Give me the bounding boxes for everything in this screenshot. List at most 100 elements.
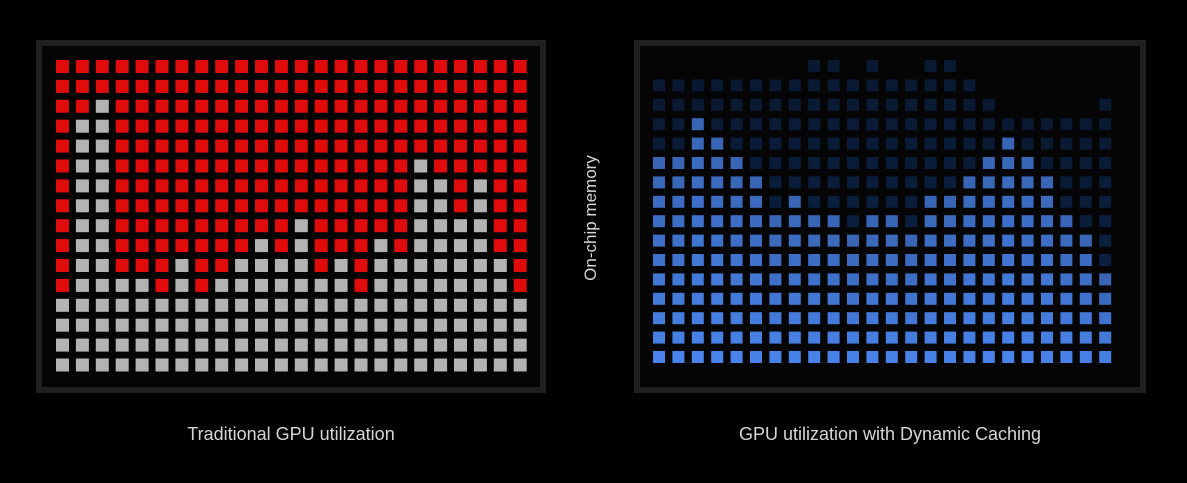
dynamic-memory-cell: [1079, 273, 1092, 286]
idle-memory-cell: [866, 98, 879, 111]
idle-memory-cell: [847, 79, 859, 92]
dynamic-memory-cell: [1002, 176, 1015, 189]
idle-memory-cell: [866, 176, 879, 189]
used-memory-cell: [95, 278, 109, 292]
idle-memory-cell: [885, 195, 898, 208]
idle-memory-cell: [905, 215, 918, 228]
used-memory-cell: [235, 278, 249, 292]
dynamic-memory-cell: [672, 254, 685, 266]
dynamic-memory-cell: [730, 273, 743, 286]
idle-memory-cell: [788, 157, 801, 169]
dynamic-memory-cell: [730, 234, 743, 247]
dynamic-memory-cell: [963, 351, 976, 363]
allocated-unused-memory-cell: [493, 219, 507, 233]
dynamic-memory-cell: [866, 312, 879, 325]
dynamic-memory-cell: [769, 254, 782, 266]
dynamic-memory-cell: [808, 254, 821, 266]
used-memory-cell: [255, 318, 268, 332]
allocated-unused-memory-cell: [56, 278, 69, 292]
allocated-unused-memory-cell: [513, 99, 527, 113]
used-memory-cell: [414, 298, 428, 312]
idle-memory-cell: [944, 176, 956, 189]
used-memory-cell: [75, 338, 89, 352]
dynamic-memory-cell: [691, 176, 704, 189]
idle-memory-cell: [827, 118, 840, 131]
used-memory-cell: [454, 219, 467, 233]
dynamic-memory-cell: [963, 195, 976, 208]
idle-memory-cell: [1099, 215, 1112, 228]
allocated-unused-memory-cell: [334, 79, 348, 93]
used-memory-cell: [274, 318, 288, 332]
dynamic-memory-cell: [924, 215, 937, 228]
used-memory-cell: [56, 338, 69, 352]
dynamic-memory-cell: [963, 273, 976, 286]
dynamic-memory-cell: [672, 195, 685, 208]
dynamic-memory-cell: [905, 351, 918, 363]
allocated-unused-memory-cell: [294, 199, 308, 213]
dynamic-memory-cell: [944, 292, 956, 305]
idle-memory-cell: [1099, 98, 1112, 111]
allocated-unused-memory-cell: [255, 139, 268, 153]
used-memory-cell: [95, 318, 109, 332]
used-memory-cell: [56, 318, 69, 332]
idle-memory-cell: [1079, 137, 1092, 150]
used-memory-cell: [374, 239, 388, 253]
allocated-unused-memory-cell: [115, 99, 129, 113]
idle-memory-cell: [827, 176, 840, 189]
dynamic-memory-cell: [847, 273, 859, 286]
dynamic-memory-cell: [672, 157, 685, 169]
dynamic-memory-cell: [1041, 312, 1053, 325]
allocated-unused-memory-cell: [215, 239, 229, 253]
allocated-unused-memory-cell: [374, 159, 388, 173]
dynamic-memory-cell: [672, 273, 685, 286]
dynamic-memory-cell: [711, 351, 724, 363]
allocated-unused-memory-cell: [513, 179, 527, 193]
used-memory-cell: [493, 259, 507, 272]
dynamic-memory-cell: [653, 312, 665, 325]
dynamic-memory-cell: [750, 292, 762, 305]
idle-memory-cell: [653, 137, 665, 150]
used-memory-cell: [215, 358, 229, 372]
dynamic-memory-cell: [653, 273, 665, 286]
dynamic-memory-cell: [730, 351, 743, 363]
allocated-unused-memory-cell: [56, 119, 69, 133]
used-memory-cell: [493, 338, 507, 352]
used-memory-cell: [135, 318, 149, 332]
dynamic-memory-cell: [924, 351, 937, 363]
dynamic-memory-cell: [982, 157, 995, 169]
allocated-unused-memory-cell: [175, 159, 189, 173]
used-memory-cell: [95, 139, 109, 153]
dynamic-memory-cell: [944, 234, 956, 247]
dynamic-memory-cell: [808, 331, 821, 344]
on-chip-memory-label: On-chip memory: [581, 155, 600, 281]
allocated-unused-memory-cell: [354, 219, 368, 233]
allocated-unused-memory-cell: [235, 60, 249, 73]
allocated-unused-memory-cell: [274, 239, 288, 253]
idle-memory-cell: [866, 137, 879, 150]
used-memory-cell: [155, 318, 169, 332]
dynamic-memory-cell: [691, 137, 704, 150]
dynamic-memory-cell: [788, 351, 801, 363]
idle-memory-cell: [866, 118, 879, 131]
used-memory-cell: [473, 239, 487, 253]
idle-memory-cell: [808, 98, 821, 111]
allocated-unused-memory-cell: [155, 99, 169, 113]
dynamic-memory-cell: [905, 331, 918, 344]
idle-memory-cell: [769, 98, 782, 111]
allocated-unused-memory-cell: [493, 79, 507, 93]
idle-memory-cell: [905, 195, 918, 208]
idle-memory-cell: [847, 176, 859, 189]
dynamic-memory-cell: [866, 331, 879, 344]
dynamic-memory-cell: [711, 137, 724, 150]
allocated-unused-memory-cell: [115, 159, 129, 173]
dynamic-memory-cell: [691, 292, 704, 305]
dynamic-memory-cell: [944, 195, 956, 208]
allocated-unused-memory-cell: [56, 139, 69, 153]
used-memory-cell: [215, 278, 229, 292]
allocated-unused-memory-cell: [95, 79, 109, 93]
allocated-unused-memory-cell: [473, 60, 487, 73]
allocated-unused-memory-cell: [454, 99, 467, 113]
used-memory-cell: [414, 179, 428, 193]
idle-memory-cell: [982, 98, 995, 111]
dynamic-memory-cell: [866, 234, 879, 247]
